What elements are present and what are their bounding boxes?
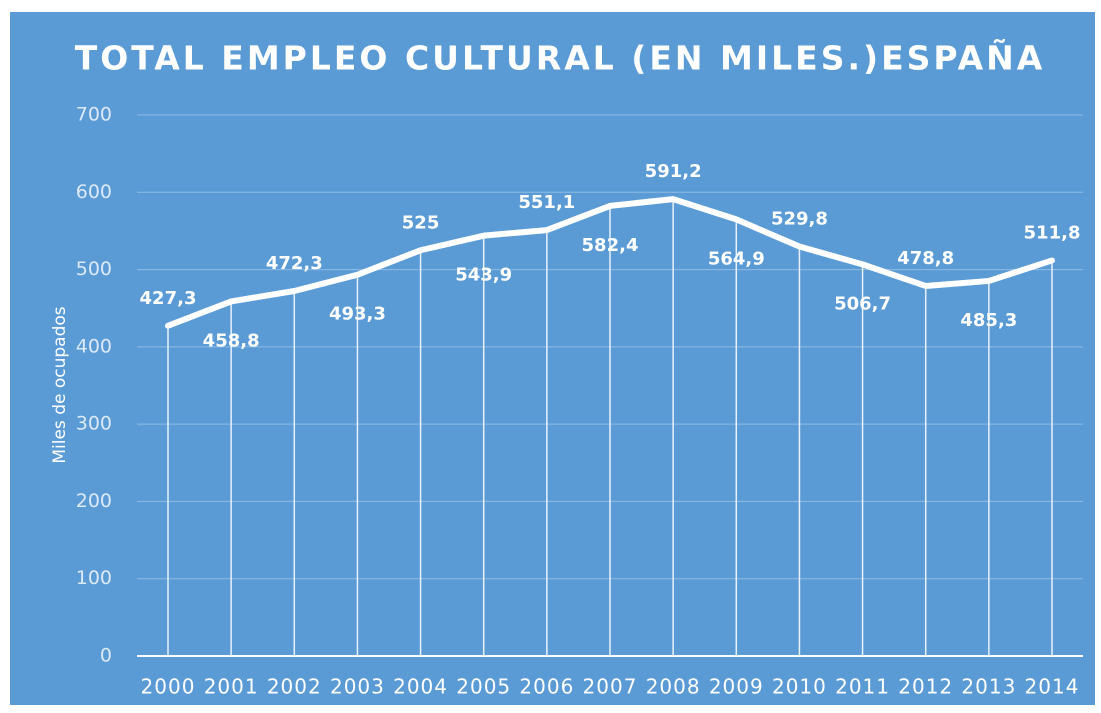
data-label: 511,8 bbox=[1024, 222, 1081, 243]
x-tick-label: 2000 bbox=[141, 675, 196, 699]
data-label: 551,1 bbox=[518, 192, 575, 213]
x-tick-label: 2010 bbox=[772, 675, 827, 699]
chart-title: TOTAL EMPLEO CULTURAL (EN MILES.)ESPAÑA bbox=[75, 38, 1046, 78]
x-tick-label: 2003 bbox=[330, 675, 385, 699]
chart-background bbox=[10, 12, 1095, 705]
x-tick-label: 2005 bbox=[456, 675, 511, 699]
x-tick-label: 2006 bbox=[519, 675, 574, 699]
y-tick-label: 200 bbox=[76, 490, 112, 512]
x-tick-label: 2012 bbox=[898, 675, 953, 699]
y-tick-label: 700 bbox=[76, 104, 112, 126]
x-tick-label: 2007 bbox=[583, 675, 638, 699]
data-label: 582,4 bbox=[582, 235, 639, 256]
data-label: 485,3 bbox=[960, 310, 1017, 331]
data-label: 525 bbox=[402, 212, 440, 233]
data-label: 564,9 bbox=[708, 248, 765, 269]
data-label: 591,2 bbox=[645, 161, 702, 182]
y-tick-label: 600 bbox=[76, 181, 112, 203]
data-label: 478,8 bbox=[897, 248, 954, 269]
y-tick-label: 100 bbox=[76, 567, 112, 589]
y-tick-label: 0 bbox=[100, 645, 112, 667]
x-tick-label: 2013 bbox=[961, 675, 1016, 699]
x-tick-label: 2001 bbox=[204, 675, 259, 699]
data-label: 427,3 bbox=[140, 288, 197, 309]
y-tick-label: 400 bbox=[76, 335, 112, 357]
data-label: 493,3 bbox=[329, 304, 386, 325]
x-tick-label: 2002 bbox=[267, 675, 322, 699]
x-tick-label: 2004 bbox=[393, 675, 448, 699]
x-tick-label: 2014 bbox=[1025, 675, 1080, 699]
x-tick-label: 2011 bbox=[835, 675, 890, 699]
data-line bbox=[165, 196, 1055, 329]
data-label: 529,8 bbox=[771, 209, 828, 230]
data-label: 472,3 bbox=[266, 253, 323, 274]
x-tick-label: 2009 bbox=[709, 675, 764, 699]
y-axis-label: Miles de ocupados bbox=[50, 306, 70, 463]
data-label: 543,9 bbox=[455, 265, 512, 286]
data-label: 458,8 bbox=[203, 330, 260, 351]
data-label: 506,7 bbox=[834, 293, 891, 314]
y-tick-label: 300 bbox=[76, 413, 112, 435]
x-tick-label: 2008 bbox=[646, 675, 701, 699]
y-tick-label: 500 bbox=[76, 258, 112, 280]
